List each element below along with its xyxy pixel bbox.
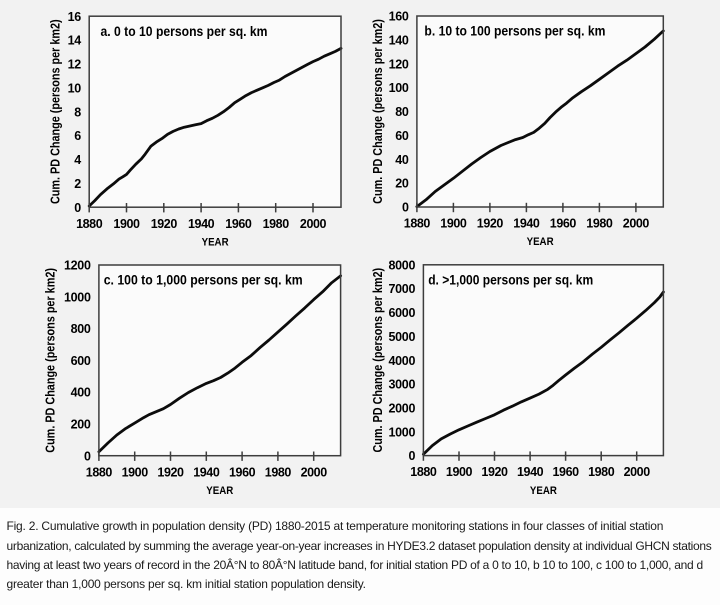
- svg-text:4: 4: [74, 153, 81, 167]
- svg-text:3000: 3000: [388, 378, 415, 392]
- svg-text:1960: 1960: [225, 217, 252, 231]
- svg-text:1880: 1880: [410, 465, 437, 479]
- svg-text:1980: 1980: [586, 217, 613, 231]
- svg-text:1880: 1880: [404, 217, 431, 231]
- svg-text:16: 16: [68, 10, 82, 24]
- svg-text:100: 100: [389, 81, 409, 95]
- svg-text:1940: 1940: [193, 465, 220, 479]
- svg-text:b. 10 to 100 persons per sq. k: b. 10 to 100 persons per sq. km: [424, 23, 605, 39]
- svg-text:600: 600: [71, 354, 91, 368]
- svg-text:YEAR: YEAR: [202, 236, 229, 248]
- svg-text:1900: 1900: [113, 217, 140, 231]
- svg-text:1900: 1900: [122, 465, 149, 479]
- svg-text:0: 0: [408, 449, 415, 463]
- svg-text:8000: 8000: [388, 258, 415, 272]
- svg-text:10: 10: [68, 81, 82, 95]
- svg-text:2000: 2000: [300, 217, 327, 231]
- svg-text:0: 0: [74, 201, 81, 215]
- svg-text:1900: 1900: [440, 217, 467, 231]
- svg-text:2000: 2000: [301, 465, 328, 479]
- svg-text:1000: 1000: [388, 425, 415, 439]
- svg-text:2000: 2000: [623, 217, 650, 231]
- svg-text:80: 80: [395, 105, 409, 119]
- svg-text:1880: 1880: [86, 465, 113, 479]
- svg-text:800: 800: [71, 322, 91, 336]
- svg-text:Cum. PD Change (persons per km: Cum. PD Change (persons per km2): [43, 268, 57, 453]
- svg-text:60: 60: [395, 129, 409, 143]
- svg-text:20: 20: [395, 177, 409, 191]
- svg-text:5000: 5000: [388, 330, 415, 344]
- svg-text:YEAR: YEAR: [530, 485, 557, 497]
- svg-text:400: 400: [71, 386, 91, 400]
- svg-text:0: 0: [84, 449, 91, 463]
- svg-text:2000: 2000: [624, 465, 651, 479]
- svg-text:1940: 1940: [513, 217, 540, 231]
- svg-text:200: 200: [71, 418, 91, 432]
- svg-text:d. >1,000 persons per sq. km: d. >1,000 persons per sq. km: [428, 271, 593, 287]
- svg-text:1920: 1920: [157, 465, 184, 479]
- svg-text:1920: 1920: [151, 217, 178, 231]
- svg-text:1920: 1920: [481, 465, 508, 479]
- svg-text:1940: 1940: [188, 217, 215, 231]
- svg-text:1980: 1980: [588, 465, 615, 479]
- svg-text:2: 2: [74, 177, 81, 191]
- svg-text:6: 6: [74, 129, 81, 143]
- svg-text:4000: 4000: [388, 354, 415, 368]
- svg-text:Cum. PD Change (persons per km: Cum. PD Change (persons per km2): [371, 268, 385, 453]
- svg-text:12: 12: [68, 58, 82, 72]
- svg-text:c. 100 to 1,000 persons per sq: c. 100 to 1,000 persons per sq. km: [104, 272, 303, 288]
- svg-text:140: 140: [389, 34, 409, 48]
- svg-text:1920: 1920: [477, 217, 504, 231]
- svg-text:1000: 1000: [64, 290, 91, 304]
- svg-text:YEAR: YEAR: [527, 236, 554, 248]
- svg-text:2000: 2000: [388, 402, 415, 416]
- svg-text:1960: 1960: [552, 465, 579, 479]
- svg-text:14: 14: [68, 34, 82, 48]
- svg-text:1960: 1960: [550, 217, 577, 231]
- svg-text:8: 8: [74, 105, 81, 119]
- svg-text:7000: 7000: [388, 282, 415, 296]
- svg-text:40: 40: [395, 153, 409, 167]
- svg-text:a. 0 to 10 persons per sq. km: a. 0 to 10 persons per sq. km: [101, 23, 268, 39]
- svg-text:1980: 1980: [265, 465, 292, 479]
- svg-text:Cum. PD Change (persons per km: Cum. PD Change (persons per km2): [371, 19, 385, 204]
- svg-text:1940: 1940: [517, 465, 544, 479]
- svg-text:1200: 1200: [64, 259, 91, 273]
- svg-text:160: 160: [389, 10, 409, 24]
- svg-text:Cum. PD Change (persons per km: Cum. PD Change (persons per km2): [49, 19, 63, 204]
- svg-text:6000: 6000: [388, 306, 415, 320]
- svg-text:0: 0: [402, 201, 409, 215]
- svg-text:1900: 1900: [446, 465, 473, 479]
- svg-text:1960: 1960: [229, 465, 256, 479]
- svg-text:1880: 1880: [76, 217, 103, 231]
- svg-text:YEAR: YEAR: [206, 485, 233, 497]
- svg-text:120: 120: [389, 57, 409, 71]
- svg-text:1980: 1980: [263, 217, 290, 231]
